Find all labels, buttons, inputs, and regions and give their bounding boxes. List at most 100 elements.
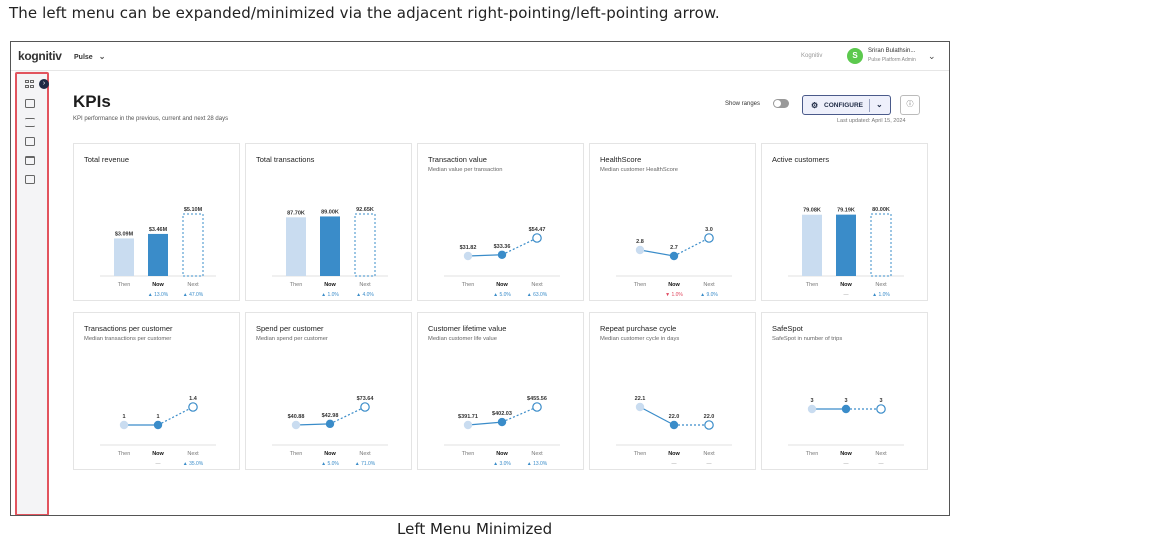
user-menu-chevron-icon[interactable]: ⌄ [928,51,936,61]
calendar-icon[interactable] [25,156,35,165]
mail-icon[interactable] [25,175,35,184]
tick-label: Now [496,451,508,457]
data-label: 87.70K [287,210,305,216]
data-label: 80.00K [872,207,890,213]
tick-label: Now [840,282,852,288]
bar-now [836,214,856,276]
kpi-chart: $31.82 $33.36 $54.47 Then Now ▲ 5.0% Next ▲ 63.… [444,227,560,298]
tick-label: Next [531,282,543,288]
tick-label: Next [187,451,199,457]
data-label: $40.88 [288,414,305,420]
kpi-card[interactable]: Customer lifetime value Median customer l… [417,312,584,470]
series-line [639,249,675,257]
user-name[interactable]: Sriran Bulathsin... [868,48,916,54]
kpi-chart: 2.8 2.7 3.0 Then Now ▼ 1.0% Next ▲ 9.0% [616,227,732,298]
kpi-card[interactable]: Spend per customer Median spend per custo… [245,312,412,470]
bar-then [286,217,306,276]
tick-label: Now [324,282,336,288]
data-label: 2.7 [670,245,678,251]
app-selector[interactable]: Pulse ⌄ [74,52,105,61]
point-then [463,420,473,430]
tick-label: Now [324,451,336,457]
kpi-card[interactable]: Transactions per customer Median transact… [73,312,240,470]
point-next [704,420,714,430]
card-title: Active customers [772,155,830,164]
report-icon[interactable] [25,99,35,108]
series-line-forecast [501,237,538,256]
point-now [325,419,335,429]
tick-label: Next [875,282,887,288]
tick-label: Next [187,282,199,288]
card-title: Customer lifetime value [428,324,507,333]
card-title: Transactions per customer [84,324,173,333]
top-bar: kognitiv Pulse ⌄ Kognitiv S Sriran Bulath… [11,42,949,71]
change-label: ▲ 5.0% [321,461,339,467]
change-label: ▼ 1.0% [665,292,683,298]
bar-next [354,213,376,277]
logo[interactable]: kognitiv [18,49,62,63]
kpi-card[interactable]: Active customers 79.08K 79.19K 80.00K Then No… [761,143,928,301]
data-label: 79.08K [803,208,821,214]
change-label: ▲ 1.0% [872,292,890,298]
change-label: ▲ 71.0% [355,461,376,467]
kpi-card[interactable]: SafeSpot SafeSpot in number of trips 3 3 3 Th… [761,312,928,470]
card-title: Total revenue [84,155,130,164]
data-label: 3 [879,398,882,404]
data-label: 1.4 [189,396,198,402]
kpi-card[interactable]: HealthScore Median customer HealthScore 2.… [589,143,756,301]
change-label: — [844,292,849,298]
menu-toggle-arrow-icon[interactable]: › [39,79,49,89]
data-label: $54.47 [529,227,546,233]
tick-label: Then [290,282,303,288]
configure-button[interactable]: ⚙ CONFIGURE ⌄ [802,95,891,115]
card-subtitle: Median customer life value [428,336,497,342]
data-label: 89.00K [321,209,339,215]
card-title: HealthScore [600,155,642,164]
tick-label: Now [668,282,680,288]
point-now [497,250,507,259]
point-next [876,404,886,414]
data-label: $3.46M [149,227,168,233]
data-label: $73.64 [357,396,375,402]
kpi-card[interactable]: Total transactions 87.70K 89.00K 92.65K Then… [245,143,412,301]
change-label: ▲ 4.0% [356,292,374,298]
kpi-card[interactable]: Repeat purchase cycle Median customer cyc… [589,312,756,470]
kpi-card[interactable]: Total revenue $3.09M $3.46M $5.10M Then Now ▲ … [73,143,240,301]
point-then [807,404,817,414]
card-subtitle: Median transactions per customer [84,336,172,342]
point-now [669,420,679,430]
info-icon[interactable]: ⓘ [900,95,920,115]
change-label: — [156,461,161,467]
bar-next [182,213,204,277]
point-now [841,404,851,414]
dashboard-icon[interactable] [25,80,35,89]
data-label: $3.09M [115,231,134,237]
point-next [532,402,542,412]
data-label: 3 [810,398,813,404]
point-then [463,251,473,261]
point-then [635,402,645,412]
ledger-icon[interactable] [25,137,35,146]
show-ranges-toggle[interactable] [773,99,789,108]
card-subtitle: Median customer cycle in days [600,336,680,342]
page-subtitle: KPI performance in the previous, current… [73,116,229,122]
change-label: ▲ 35.0% [183,461,204,467]
change-label: ▲ 47.0% [183,292,204,298]
tick-label: Then [118,451,131,457]
data-label: 3 [844,398,847,404]
kpi-card[interactable]: Transaction value Median value per transa… [417,143,584,301]
data-label: 22.1 [635,396,646,402]
point-then [119,420,129,430]
tick-label: Then [806,451,819,457]
data-label: 3.0 [705,227,713,233]
kpi-chart: 22.1 22.0 22.0 Then Now — Next — [616,396,732,467]
point-now [153,420,163,430]
avatar[interactable]: S [847,48,863,64]
tick-label: Then [462,282,475,288]
point-then [291,420,301,430]
transfer-icon[interactable] [25,118,35,127]
tick-label: Now [668,451,680,457]
data-label: $455.56 [527,396,547,402]
change-label: — [672,461,677,467]
series-line [639,406,675,426]
